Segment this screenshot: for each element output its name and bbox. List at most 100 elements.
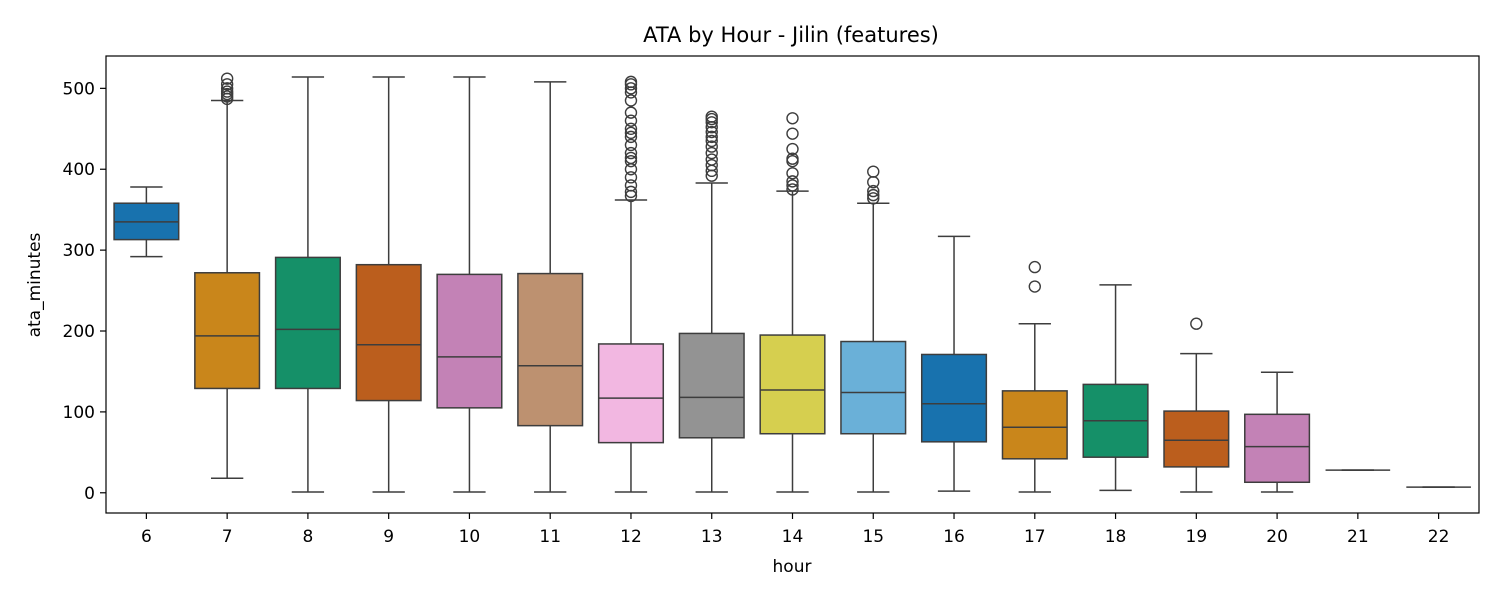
outlier-point [705, 134, 718, 148]
outlier-point [786, 183, 799, 196]
box-iqr [597, 343, 665, 444]
x-tick-label: 11 [539, 527, 561, 547]
outlier-point [786, 152, 799, 165]
box-hour-20 [1244, 371, 1311, 493]
outlier-point [624, 106, 638, 119]
box-hour-16 [920, 235, 988, 492]
box-hour-6 [113, 186, 180, 258]
box-hour-11 [517, 81, 584, 493]
outlier-point [867, 192, 880, 205]
box-hour-15 [840, 165, 907, 493]
y-tick-label: 300 [63, 241, 95, 261]
outlier-point [624, 75, 638, 89]
outlier-point [220, 85, 234, 98]
x-tick-label: 8 [302, 527, 313, 547]
x-tick-label: 16 [943, 527, 965, 547]
outlier-point [624, 94, 638, 107]
box-hour-14 [759, 112, 826, 493]
outlier-point [624, 171, 638, 184]
outlier-point [624, 151, 638, 165]
x-tick-label: 18 [1105, 527, 1127, 547]
box-iqr [274, 256, 341, 390]
box-hour-10 [436, 76, 503, 493]
box-iqr [1244, 413, 1311, 484]
box-hour-13 [678, 110, 745, 493]
x-tick-label: 17 [1024, 527, 1046, 547]
box-iqr [1001, 390, 1068, 460]
box-iqr [1163, 410, 1230, 468]
x-tick-label: 14 [782, 527, 804, 547]
x-tick-label: 21 [1347, 527, 1369, 547]
x-tick-label: 10 [459, 527, 481, 547]
x-tick-label: 19 [1186, 527, 1208, 547]
outlier-point [705, 146, 718, 160]
outlier-point [786, 127, 799, 140]
y-tick-label: 100 [63, 403, 95, 423]
y-tick-label: 200 [63, 322, 95, 342]
outlier-point [705, 110, 718, 123]
outlier-point [220, 82, 234, 95]
x-tick-label: 7 [222, 527, 233, 547]
outlier-point [786, 175, 799, 188]
x-tick-label: 6 [141, 527, 152, 547]
y-tick-label: 0 [84, 484, 95, 504]
outlier-point [624, 122, 638, 135]
outlier-point [624, 82, 638, 95]
box-hour-19 [1163, 317, 1230, 493]
x-tick-label: 20 [1266, 527, 1288, 547]
box-iqr [194, 272, 261, 390]
outlier-point [705, 125, 718, 139]
outlier-point [220, 78, 234, 91]
outlier-point [624, 146, 638, 160]
x-tick-label: 13 [701, 527, 723, 547]
y-axis: 0 100 200 300 400 500 [63, 79, 106, 504]
x-tick-label: 12 [620, 527, 642, 547]
x-axis-label: hour [773, 557, 812, 577]
outlier-point [1028, 260, 1041, 274]
outlier-point [624, 126, 638, 140]
outlier-point [705, 153, 718, 166]
outlier-point [786, 142, 799, 156]
outlier-point [786, 179, 799, 192]
outlier-point [220, 72, 234, 85]
box-iqr [840, 340, 907, 435]
y-axis-label: ata_minutes [25, 232, 45, 337]
x-tick-label: 15 [862, 527, 884, 547]
outlier-point [705, 140, 718, 153]
outlier-point [705, 158, 718, 172]
plot-marks [113, 72, 1471, 493]
box-hour-17 [1001, 260, 1068, 493]
outlier-point [624, 179, 638, 192]
outlier-point [786, 167, 799, 180]
x-tick-label: 22 [1428, 527, 1450, 547]
box-iqr [355, 263, 422, 402]
box-iqr [678, 332, 745, 439]
outlier-point [624, 114, 638, 127]
box-iqr [436, 273, 503, 409]
outlier-point [867, 165, 880, 178]
outlier-point [624, 185, 638, 199]
box-hour-9 [355, 76, 422, 493]
chart-title: ATA by Hour - Jilin (features) [643, 23, 939, 47]
outlier-point [705, 130, 718, 144]
outlier-point [867, 188, 880, 202]
box-hour-18 [1082, 284, 1149, 492]
outlier-point [624, 130, 638, 144]
outlier-point [1190, 317, 1203, 330]
outlier-point [705, 116, 718, 129]
box-hour-8 [274, 76, 341, 493]
box-hour-12 [597, 75, 665, 493]
outlier-point [624, 154, 638, 168]
box-iqr [759, 334, 826, 435]
box-iqr [517, 272, 584, 427]
box-hour-7 [194, 72, 261, 479]
y-tick-label: 500 [63, 79, 95, 99]
outlier-point [1028, 280, 1041, 293]
outlier-point [786, 112, 799, 125]
outlier-point [624, 138, 638, 152]
y-tick-label: 400 [63, 160, 95, 180]
x-tick-label: 9 [383, 527, 394, 547]
outlier-point [786, 154, 799, 168]
x-axis: 6 7 8 9 10 11 12 13 14 15 16 17 18 19 20 21 22 [141, 513, 1449, 547]
